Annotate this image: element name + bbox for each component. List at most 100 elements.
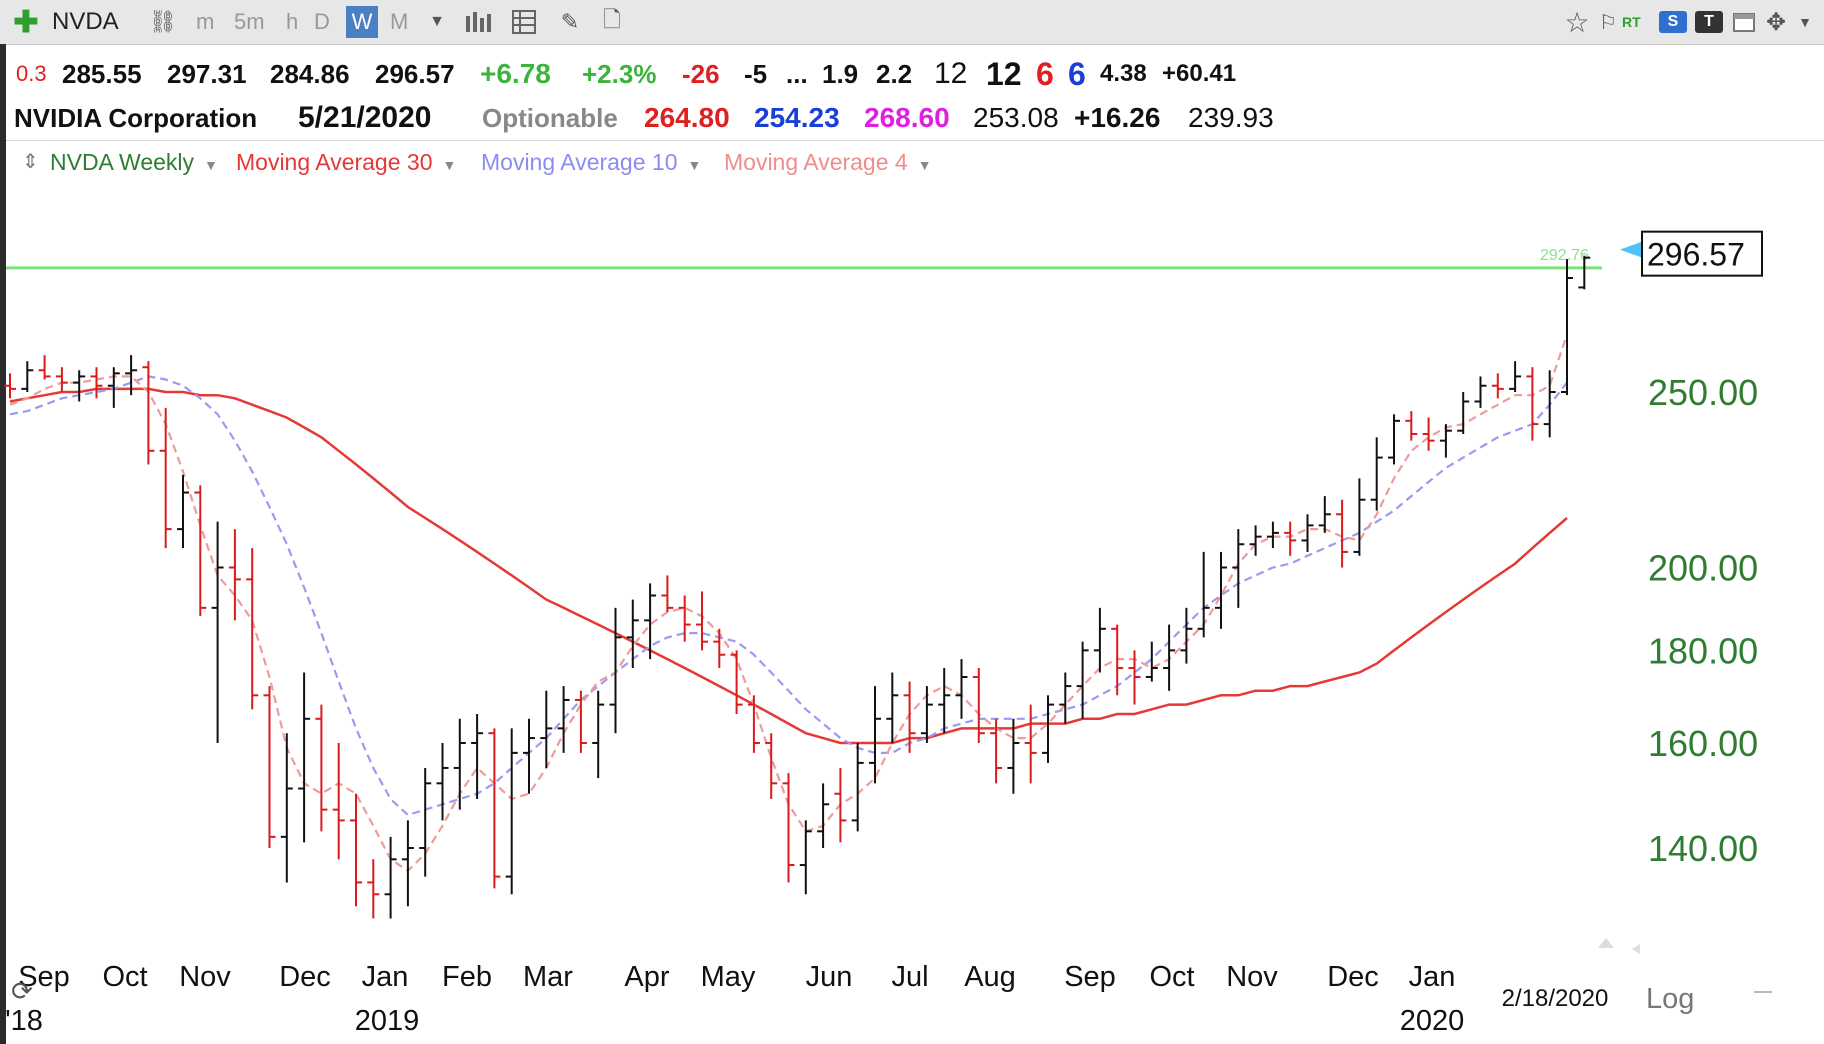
chevron-down-icon[interactable]: ▼ <box>204 157 218 173</box>
ohlc-bar <box>315 704 328 832</box>
x-month-label: Jun <box>806 961 853 993</box>
stat-value: 2.2 <box>876 59 913 89</box>
period-week[interactable]: W <box>346 6 378 38</box>
stat-value: 12 <box>986 56 1022 92</box>
chevron-down-icon[interactable]: ▼ <box>442 157 457 173</box>
stat-value: 1.9 <box>822 59 859 89</box>
x-month-label: Aug <box>964 961 1016 993</box>
legend-item-ma10[interactable]: Moving Average 10 ▼ <box>481 144 701 183</box>
x-month-label: Sep <box>18 961 70 993</box>
period-month[interactable]: M <box>390 9 409 34</box>
x-year-label: 2019 <box>355 1005 420 1037</box>
ma10-value: 254.23 <box>754 102 840 133</box>
window-icon[interactable] <box>1730 8 1758 36</box>
resize-handle-icon[interactable]: ⇕ <box>22 151 39 173</box>
ohlc-bar <box>1059 672 1072 724</box>
legend-item-ma4[interactable]: Moving Average 4 ▼ <box>724 144 932 183</box>
x-month-label: Oct <box>1149 961 1194 993</box>
close-value: 296.57 <box>375 59 455 89</box>
ohlc-bar <box>1042 695 1054 763</box>
ohlc-bar <box>920 686 933 743</box>
ohlc-bar <box>1284 521 1297 556</box>
y-tick-label: 160.00 <box>1648 723 1758 764</box>
star-icon[interactable]: ☆ <box>1564 6 1590 38</box>
ohlc-bar <box>1163 624 1176 691</box>
legend-item-price[interactable]: NVDA Weekly ▼ <box>50 144 218 183</box>
x-year-label: 2020 <box>1400 1005 1465 1037</box>
snapshot-icon[interactable]: S <box>1658 8 1688 36</box>
header-divider <box>0 140 1824 141</box>
ohlc-bar <box>834 767 847 843</box>
cursor-date-label: 2/18/2020 <box>1502 985 1609 1012</box>
ohlc-bar <box>1543 370 1556 438</box>
x-month-label: Dec <box>1327 961 1379 993</box>
symbol-field[interactable]: NVDA <box>52 8 119 35</box>
ohlc-bar <box>194 485 207 617</box>
ma30-line <box>9 387 1568 745</box>
chevron-down-icon[interactable]: ▼ <box>917 157 932 173</box>
ohlc-bar <box>142 361 155 465</box>
y-tick-label: 250.00 <box>1648 372 1758 413</box>
chevron-down-icon[interactable]: ▼ <box>687 157 702 173</box>
ohlc-bar <box>367 859 380 919</box>
ohlc-bar <box>851 742 864 832</box>
crosshair-icon[interactable]: ✥ <box>1765 8 1787 36</box>
company-name: NVIDIA Corporation <box>14 103 258 133</box>
ohlc-bar <box>4 373 16 399</box>
ohlc-bar <box>107 367 120 408</box>
period-minute[interactable]: m <box>196 9 215 34</box>
ohlc-bar <box>1249 525 1262 556</box>
bar-style-icon[interactable] <box>462 8 494 36</box>
ohlc-bar <box>436 742 449 821</box>
ma30-value: 264.80 <box>644 102 730 133</box>
snapshot-label: S <box>1659 11 1687 33</box>
ohlc-bar <box>1093 607 1106 673</box>
axis-corner <box>1642 968 1824 1044</box>
note-icon[interactable]: 🗋 <box>603 7 621 32</box>
text-tool-icon[interactable]: T <box>1694 8 1724 36</box>
draw-pencil-icon[interactable]: ✎ <box>560 9 580 34</box>
add-symbol-icon[interactable]: ✚ <box>13 5 39 39</box>
chart-legend: ⇕ NVDA Weekly ▼ Moving Average 30 ▼ Moving… <box>0 144 1824 180</box>
y-tick-label: 140.00 <box>1648 828 1758 869</box>
stat-value: ... <box>786 59 808 89</box>
ohlc-bar <box>1353 478 1366 556</box>
ohlc-bar <box>1076 641 1089 719</box>
ohlc-bar <box>1232 529 1245 608</box>
legend-item-ma30[interactable]: Moving Average 30 ▼ <box>236 144 456 183</box>
ohlc-bar <box>350 793 362 907</box>
refresh-icon: ⟳ <box>11 977 33 1007</box>
period-hour[interactable]: h <box>286 9 299 34</box>
ohlc-bar <box>263 686 276 848</box>
text-tool-label: T <box>1695 11 1723 33</box>
stat-value: 4.38 <box>1100 60 1147 87</box>
ohlc-bar <box>298 672 311 843</box>
ohlc-bar <box>1439 424 1452 458</box>
stat-value: 239.93 <box>1188 102 1274 133</box>
period-5min[interactable]: 5m <box>234 9 265 34</box>
ohlc-bar <box>938 668 951 734</box>
ohlc-bar <box>523 718 535 794</box>
link-icon[interactable]: ⛓ <box>149 9 177 34</box>
period-day[interactable]: D <box>314 9 330 34</box>
quote-stats-row: 0.3 285.55 297.31 284.86 296.57 +6.78 +2… <box>0 52 1824 96</box>
stat-value: -5 <box>744 59 768 89</box>
ohlc-bar <box>609 607 622 734</box>
dropdown-icon[interactable]: ▼ <box>429 13 445 30</box>
ohlc-bar <box>471 714 484 800</box>
more-dropdown-icon[interactable]: ▼ <box>1798 14 1812 30</box>
ohlc-bar <box>1388 414 1400 465</box>
ohlc-bar <box>1318 496 1331 533</box>
realtime-badge[interactable]: RT <box>1622 14 1641 30</box>
chart-grid-icon[interactable] <box>508 8 540 36</box>
flag-icon[interactable]: ⚐ <box>1599 11 1617 34</box>
ohlc-bar <box>1370 437 1383 511</box>
ohlc-bar <box>574 690 587 753</box>
ohlc-bar <box>159 407 172 549</box>
ma4-value: 268.60 <box>864 102 950 133</box>
ohlc-bar <box>540 690 553 768</box>
ohlc-bar <box>1180 607 1193 664</box>
ohlc-bar <box>1266 521 1279 549</box>
toolbar: ✚ NVDA ⛓ m 5m h D W M ▼ ✎ 🗋 ☆ ⚐ RT S T ✥… <box>0 0 1824 45</box>
